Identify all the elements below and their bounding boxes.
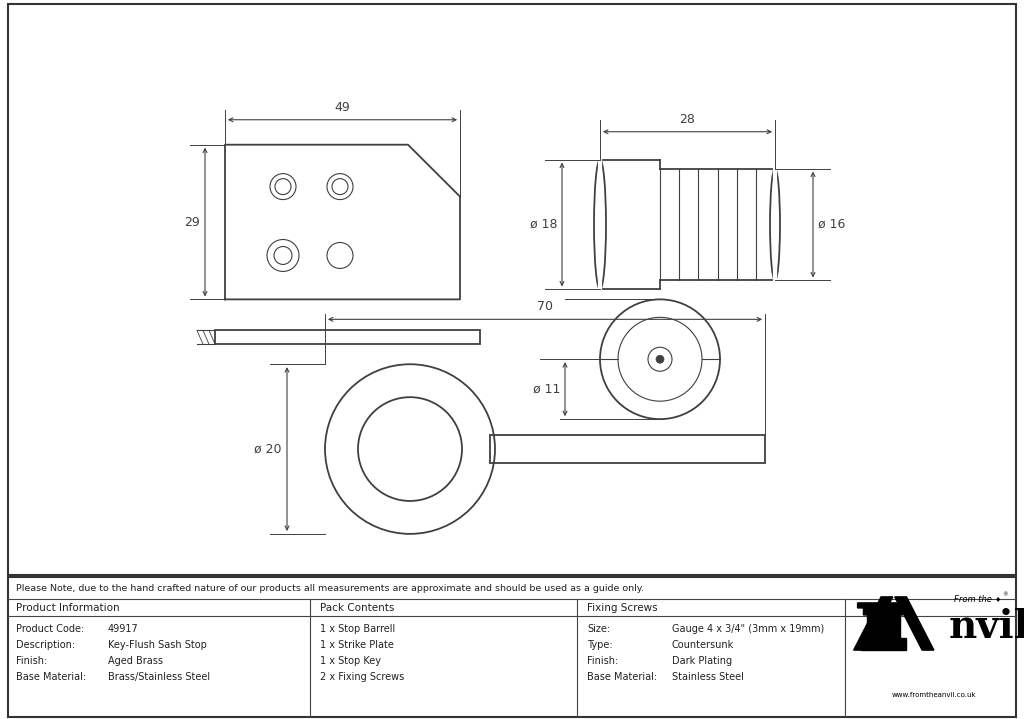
Text: Product Code:: Product Code:	[16, 624, 84, 634]
Text: Aged Brass: Aged Brass	[108, 656, 163, 666]
Text: 1 x Stop Key: 1 x Stop Key	[319, 656, 381, 666]
Text: 2 x Fixing Screws: 2 x Fixing Screws	[319, 672, 404, 682]
Bar	[490, 435, 765, 463]
Text: 28: 28	[680, 113, 695, 126]
Text: 1 x Strike Plate: 1 x Strike Plate	[319, 640, 394, 650]
Text: ø 18: ø 18	[529, 218, 557, 231]
Circle shape	[656, 355, 664, 363]
Text: Base Material:: Base Material:	[16, 672, 86, 682]
Text: Dark Plating: Dark Plating	[672, 656, 732, 666]
Polygon shape	[860, 638, 906, 650]
Text: nvil: nvil	[948, 608, 1024, 646]
Text: Finish:: Finish:	[587, 656, 618, 666]
Text: From the: From the	[954, 595, 992, 605]
Text: 49: 49	[335, 101, 350, 114]
Text: 29: 29	[184, 216, 200, 229]
Text: ♦: ♦	[994, 597, 1000, 603]
Text: Pack Contents: Pack Contents	[319, 603, 394, 613]
Text: 49917: 49917	[108, 624, 138, 634]
Text: 70: 70	[537, 301, 553, 313]
Text: ø 16: ø 16	[818, 218, 846, 231]
Polygon shape	[854, 597, 893, 650]
Text: Key-Flush Sash Stop: Key-Flush Sash Stop	[108, 640, 207, 650]
Text: ø 11: ø 11	[532, 383, 560, 395]
Text: Base Material:: Base Material:	[587, 672, 657, 682]
Text: Product Information: Product Information	[16, 603, 120, 613]
Polygon shape	[895, 597, 934, 650]
Polygon shape	[857, 603, 906, 615]
Text: Brass/Stainless Steel: Brass/Stainless Steel	[108, 672, 210, 682]
Text: Fixing Screws: Fixing Screws	[587, 603, 657, 613]
Text: www.fromtheanvil.co.uk: www.fromtheanvil.co.uk	[892, 692, 976, 698]
Text: ø 20: ø 20	[255, 443, 282, 456]
Text: Type:: Type:	[587, 640, 612, 650]
Text: Gauge 4 x 3/4" (3mm x 19mm): Gauge 4 x 3/4" (3mm x 19mm)	[672, 624, 824, 634]
Text: Countersunk: Countersunk	[672, 640, 734, 650]
Text: Please Note, due to the hand crafted nature of our products all measurements are: Please Note, due to the hand crafted nat…	[16, 584, 644, 592]
Text: Size:: Size:	[587, 624, 610, 634]
Bar	[215, 330, 480, 344]
Text: 1 x Stop Barrell: 1 x Stop Barrell	[319, 624, 395, 634]
Polygon shape	[867, 615, 900, 638]
Text: Finish:: Finish:	[16, 656, 47, 666]
Text: ®: ®	[1002, 592, 1008, 597]
Text: Description:: Description:	[16, 640, 75, 650]
Text: Stainless Steel: Stainless Steel	[672, 672, 743, 682]
